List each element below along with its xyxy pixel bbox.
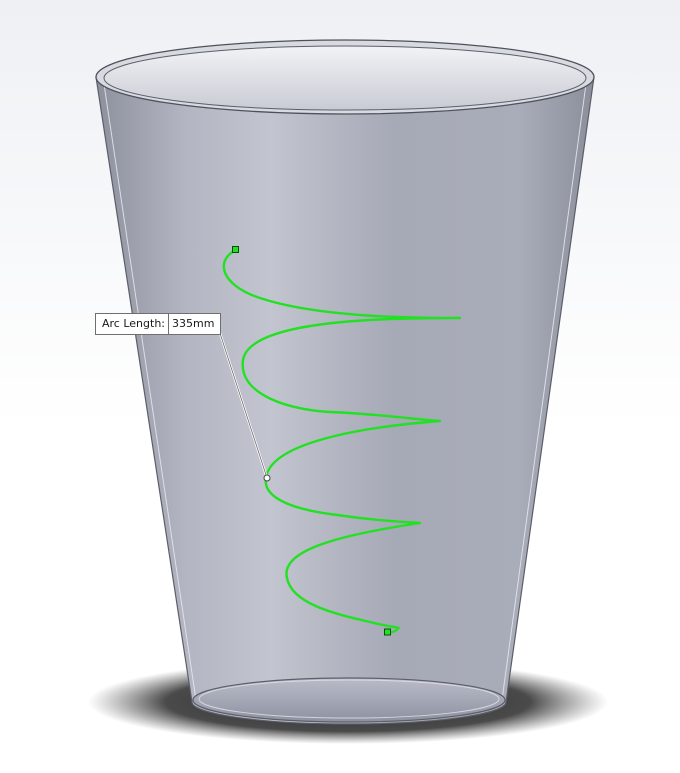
cup-wall-right-edge xyxy=(501,83,587,701)
helix-curve[interactable] xyxy=(222,248,462,634)
cup-wall-left-edge xyxy=(103,83,197,701)
arc-length-value[interactable]: 335mm xyxy=(168,314,220,334)
dimension-leader-line-core xyxy=(216,323,268,479)
helix-start-point[interactable] xyxy=(232,246,239,253)
cup-rim-inner xyxy=(103,45,587,111)
helix-end-point[interactable] xyxy=(384,628,391,636)
dimension-leader-anchor[interactable] xyxy=(263,474,271,482)
cup-body[interactable] xyxy=(95,76,595,725)
arc-length-callout[interactable]: Arc Length: 335mm xyxy=(95,313,221,335)
cup-bottom-face[interactable] xyxy=(192,677,506,723)
arc-length-label: Arc Length: xyxy=(102,317,165,330)
cup-bottom-inner-edge xyxy=(198,679,500,719)
